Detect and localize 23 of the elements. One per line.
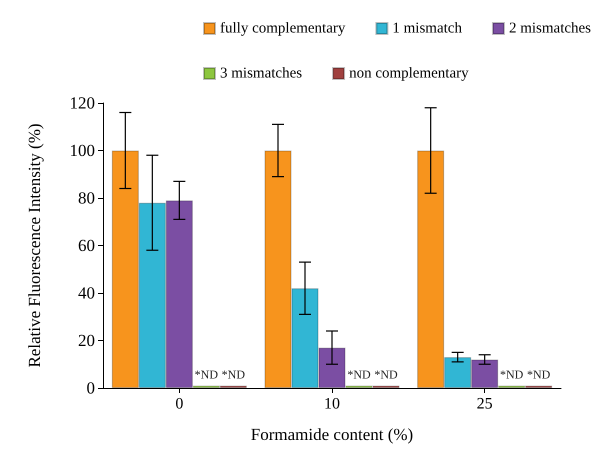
- y-axis-title: Relative Fluorescence Intensity (%): [25, 123, 44, 368]
- legend-label: 1 mismatch: [392, 20, 462, 36]
- data-label: *ND: [374, 368, 398, 382]
- y-tick-label: 0: [86, 378, 95, 398]
- y-tick-label: 80: [78, 188, 95, 208]
- y-tick-label: 60: [78, 236, 95, 255]
- data-label: *ND: [222, 368, 246, 382]
- y-tick-label: 100: [70, 141, 95, 160]
- y-tick-label: 40: [78, 284, 95, 302]
- legend-label: fully complementary: [220, 20, 346, 36]
- x-axis-title: Formamide content (%): [250, 425, 414, 444]
- y-tick-label: 20: [78, 331, 95, 350]
- data-label: *ND: [500, 368, 524, 382]
- legend-label: non complementary: [349, 66, 470, 82]
- data-label: *ND: [526, 368, 551, 382]
- x-tick-label: 0: [175, 396, 184, 412]
- x-tick-label: 10: [324, 396, 340, 412]
- legend-label: 3 mismatches: [220, 66, 302, 82]
- legend-label: 2 mismatches: [508, 20, 592, 36]
- data-label: *ND: [194, 368, 218, 382]
- data-label: *ND: [347, 368, 371, 382]
- x-tick-label: 25: [476, 396, 493, 412]
- y-tick-label: 120: [70, 94, 95, 112]
